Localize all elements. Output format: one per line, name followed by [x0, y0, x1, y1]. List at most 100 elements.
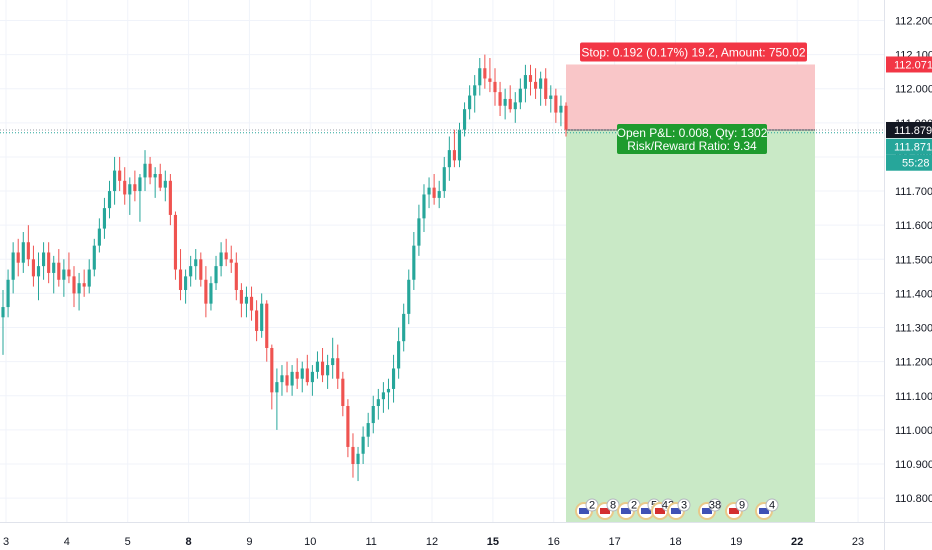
candle-body	[381, 392, 385, 400]
candle-body	[412, 245, 416, 280]
candle-body	[128, 184, 132, 195]
candle-body	[503, 98, 507, 106]
candle-body	[549, 95, 553, 99]
candle-body	[422, 194, 426, 219]
candle-body	[107, 191, 112, 209]
candle-body	[113, 170, 117, 192]
price-tag	[886, 138, 932, 155]
price-tag	[886, 56, 932, 73]
countdown-label: 55:28	[902, 158, 930, 170]
candle-body	[77, 283, 81, 294]
time-tick-label: 19	[730, 536, 742, 548]
candle-body	[544, 78, 548, 99]
time-tick-label: 5	[125, 536, 131, 548]
candle-body	[559, 105, 563, 113]
candle-body	[447, 150, 451, 168]
stop-loss-zone[interactable]	[566, 64, 815, 130]
price-tick-label: 112.200	[895, 15, 932, 27]
candle-body	[483, 68, 487, 79]
candle-body	[133, 184, 137, 192]
time-tick-label: 4	[64, 536, 70, 548]
event-flag-mark	[621, 508, 631, 514]
candle-body	[300, 368, 304, 379]
candle-body	[533, 81, 538, 89]
event-flag-mark	[671, 508, 681, 514]
candle-body	[239, 290, 243, 304]
candle-body	[199, 259, 203, 280]
time-tick-label: 22	[791, 536, 803, 548]
pnl-label-box	[617, 123, 767, 154]
event-flag-mark	[641, 508, 651, 514]
event-flag-mark	[702, 508, 712, 514]
candle-body	[371, 406, 375, 424]
candle-body	[361, 436, 365, 454]
price-tick-label: 111.200	[895, 357, 932, 369]
candle-body	[214, 266, 218, 284]
candle-body	[138, 177, 142, 192]
candle-body	[452, 150, 456, 161]
time-tick-label: 18	[669, 536, 681, 548]
event-count-badge	[585, 498, 599, 512]
candle-body	[178, 269, 183, 290]
candle-body	[564, 105, 568, 130]
candle-body	[67, 269, 71, 277]
candle-body	[528, 75, 533, 82]
candle-body	[391, 368, 396, 389]
candle-body	[508, 98, 512, 110]
stop-label-text: Stop: 0.192 (0.17%) 19.2, Amount: 750.02	[581, 45, 805, 59]
candle-body	[219, 252, 223, 267]
price-tag	[886, 121, 932, 138]
event-flag-mark	[759, 508, 769, 514]
time-tick-label: 23	[852, 536, 864, 548]
event-count-label: 8	[610, 500, 616, 512]
candle-body	[163, 180, 167, 188]
time-tick-label: 16	[548, 536, 560, 548]
candle-body	[249, 296, 254, 311]
candle-body	[468, 95, 472, 110]
candle-body	[437, 191, 441, 198]
candle-body	[473, 85, 477, 96]
candle-body	[442, 167, 446, 192]
candle-body	[326, 365, 330, 376]
candle-body	[356, 453, 360, 464]
profit-target-zone[interactable]	[566, 129, 815, 523]
candle-body	[310, 371, 314, 383]
candle-body	[173, 214, 178, 270]
price-tick-label: 111.600	[895, 220, 932, 232]
event-count-badge	[606, 498, 620, 512]
candle-body	[6, 279, 10, 308]
event-count-label: 9	[739, 500, 745, 512]
stop-label-box	[580, 42, 807, 62]
candle-body	[189, 266, 193, 277]
candle-body	[97, 228, 101, 246]
price-tick-label: 110.900	[895, 459, 932, 471]
candle-body	[143, 163, 147, 178]
event-count-label: 4	[769, 500, 775, 512]
candle-body	[407, 279, 411, 314]
candle-body	[523, 75, 527, 89]
event-count-badge	[765, 498, 779, 512]
time-tick-label: 11	[365, 536, 376, 548]
event-count-label: 2	[589, 500, 595, 512]
candle-body	[31, 259, 36, 277]
candle-body	[386, 388, 391, 393]
candle-body	[427, 187, 431, 195]
candle-body	[57, 262, 61, 280]
event-flag-mark	[600, 508, 610, 514]
candle-body	[539, 78, 543, 89]
candle-body	[417, 218, 421, 246]
candle-body	[457, 129, 462, 161]
price-tick-label: 111.400	[895, 288, 932, 300]
event-flag-mark	[729, 508, 739, 514]
candle-body	[513, 102, 517, 110]
candle-body	[331, 358, 335, 366]
risk-reward-label: Risk/Reward Ratio: 9.34	[627, 139, 757, 153]
event-flag-mark	[655, 508, 665, 514]
candle-body	[260, 303, 264, 331]
candle-body	[376, 399, 380, 406]
candle-body	[518, 88, 522, 103]
candle-body	[346, 406, 350, 447]
countdown-tag	[886, 154, 932, 171]
